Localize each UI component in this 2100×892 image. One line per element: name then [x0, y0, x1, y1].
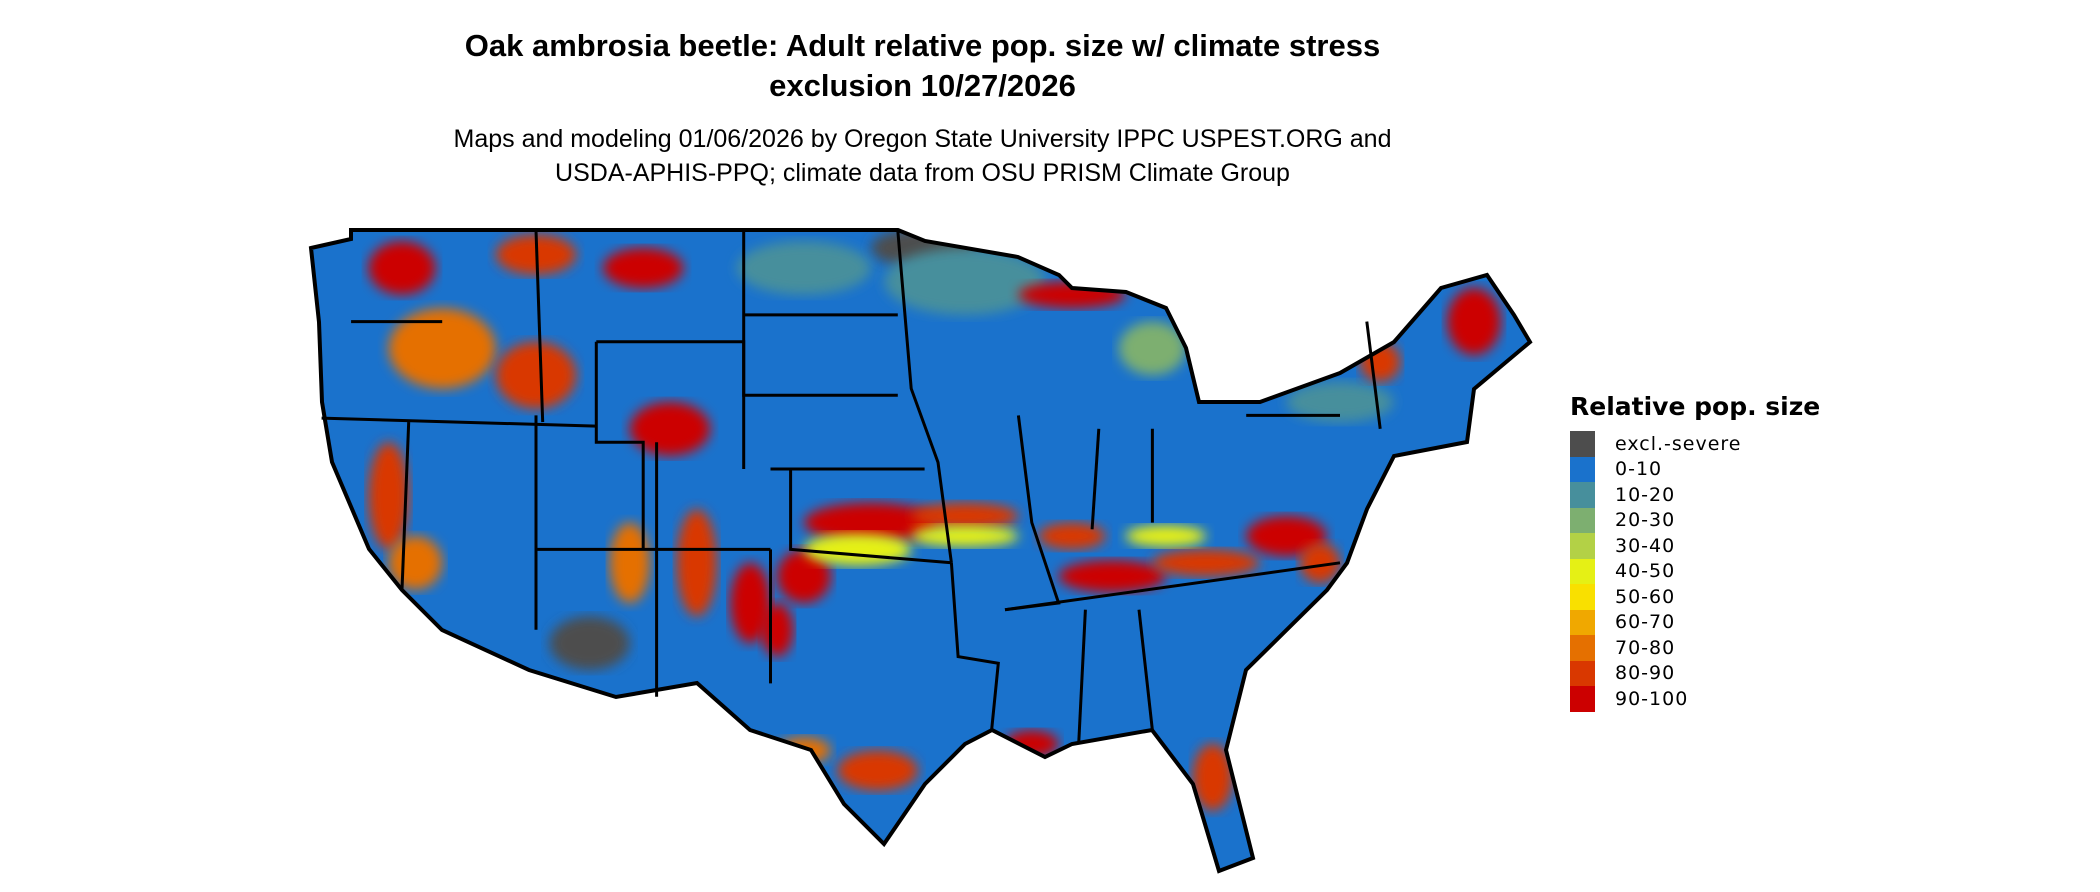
legend-item: 10-20: [1570, 482, 1820, 508]
population-patch: [1447, 288, 1501, 356]
population-patch: [388, 308, 496, 389]
legend-swatch: [1570, 635, 1595, 661]
state-border: [594, 341, 645, 550]
legend-item: excl.-severe: [1570, 431, 1820, 457]
legend-item: 0-10: [1570, 456, 1820, 482]
legend-item: 50-60: [1570, 584, 1820, 610]
population-patch: [761, 603, 794, 657]
legend-label: 60-70: [1615, 611, 1676, 634]
legend-swatch: [1570, 584, 1595, 610]
legend-label: 20-30: [1615, 509, 1676, 532]
state-borders: [321, 230, 1382, 744]
population-patch: [368, 442, 409, 550]
legend-swatch: [1570, 660, 1595, 686]
map-title-line1: Oak ambrosia beetle: Adult relative pop.…: [464, 28, 1381, 63]
map-title-line2: exclusion 10/27/2026: [769, 68, 1076, 103]
legend-label: 70-80: [1615, 636, 1676, 659]
population-patch: [1058, 560, 1166, 593]
legend-item: 20-30: [1570, 507, 1820, 533]
population-patch: [549, 616, 630, 670]
state-border: [789, 469, 952, 565]
state-border: [400, 422, 411, 590]
legend-label: 80-90: [1615, 662, 1676, 685]
population-patch: [1286, 381, 1394, 423]
population-patch: [1246, 515, 1327, 557]
population-patch: [804, 502, 938, 543]
population-patch: [1125, 525, 1207, 547]
population-patch: [629, 402, 711, 456]
map-subtitle-line1: Maps and modeling 01/06/2026 by Oregon S…: [453, 125, 1392, 153]
legend-swatch: [1570, 482, 1595, 508]
legend-item: 30-40: [1570, 533, 1820, 559]
population-patch: [737, 241, 871, 295]
population-patch: [1192, 743, 1233, 811]
legend-swatch: [1570, 507, 1595, 533]
state-border: [1365, 321, 1382, 429]
legend-swatch: [1570, 558, 1595, 584]
legend-item: 90-100: [1570, 686, 1820, 712]
legend-swatch: [1570, 456, 1595, 482]
legend-label: 50-60: [1615, 585, 1676, 608]
population-patch: [609, 522, 650, 603]
state-border: [1004, 561, 1341, 612]
population-patch: [603, 247, 684, 289]
population-patch: [1152, 549, 1260, 577]
us-land: [311, 230, 1530, 871]
population-patch: [1118, 321, 1186, 376]
state-border: [1077, 609, 1087, 744]
legend-swatch: [1570, 609, 1595, 635]
legend-label: 90-100: [1615, 687, 1689, 710]
legend-item: 60-70: [1570, 609, 1820, 635]
legend-label: 10-20: [1615, 483, 1676, 506]
population-patch: [1038, 522, 1106, 550]
legend-item: 40-50: [1570, 558, 1820, 584]
legend-title: Relative pop. size: [1570, 392, 1821, 421]
state-border: [1137, 609, 1154, 731]
population-patch: [1299, 542, 1340, 583]
population-patch: [368, 241, 436, 295]
legend-item: 80-90: [1570, 660, 1820, 686]
population-patch: [676, 509, 717, 617]
state-border: [896, 230, 953, 563]
legend-label: 40-50: [1615, 560, 1676, 583]
population-patch: [804, 533, 912, 566]
state-border: [949, 562, 1000, 731]
state-border: [1090, 428, 1101, 530]
population-patch: [911, 502, 1019, 530]
legend-label: 30-40: [1615, 534, 1676, 557]
legend-swatch: [1570, 686, 1595, 712]
state-border: [321, 416, 597, 428]
population-patch: [837, 750, 918, 791]
population-patch: [777, 549, 831, 603]
legend-swatch: [1570, 431, 1595, 457]
legend: Relative pop. size excl.-severe 0-10 10-20…: [1570, 392, 1820, 712]
us-outline: [308, 228, 1533, 874]
state-border: [534, 230, 545, 423]
legend-label: 0-10: [1615, 458, 1663, 481]
legend-item: 70-80: [1570, 635, 1820, 661]
map-subtitle-line2: USDA-APHIS-PPQ; climate data from OSU PR…: [555, 159, 1290, 187]
population-patch: [495, 341, 577, 409]
population-patch: [884, 247, 1046, 315]
population-patch: [911, 525, 1019, 547]
legend-swatch: [1570, 533, 1595, 559]
population-patch: [730, 562, 771, 644]
legend-label: excl.-severe: [1615, 432, 1742, 455]
